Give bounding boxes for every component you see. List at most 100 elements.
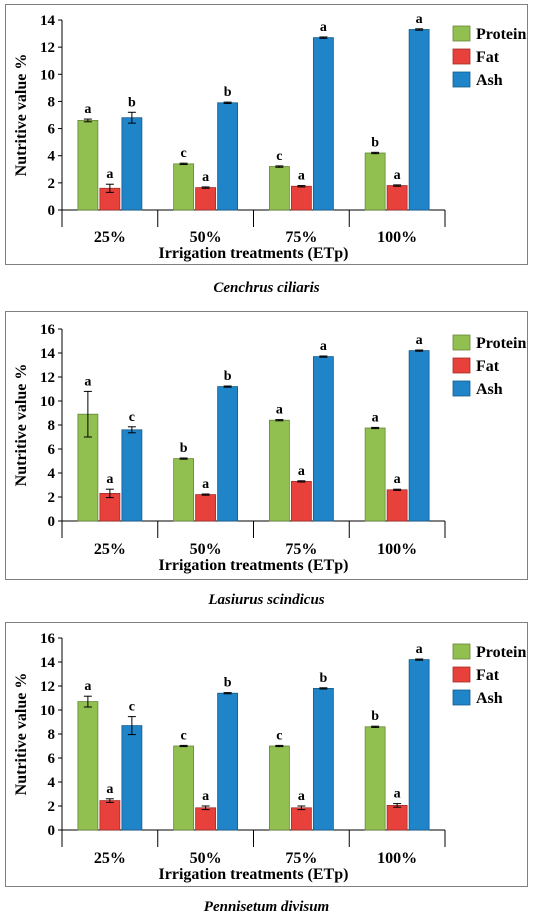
caption-2: Lasiurus scindicus (208, 592, 325, 608)
x-tick-label: 100% (377, 229, 417, 246)
chart-frame (5, 4, 528, 265)
legend-swatch-fat (452, 666, 471, 683)
bar-fat (290, 807, 312, 831)
y-tick-label: 14 (40, 346, 56, 362)
significance-letter: b (128, 95, 136, 110)
y-tick-label: 2 (48, 176, 56, 192)
significance-letter: b (224, 676, 232, 691)
y-axis-title: Nutritive value % (13, 54, 30, 177)
y-tick-label: 12 (40, 370, 55, 386)
y-tick-label: 6 (48, 122, 56, 138)
significance-letter: a (298, 169, 305, 184)
y-tick-label: 2 (48, 490, 56, 506)
y-tick-label: 0 (48, 823, 56, 839)
legend-swatch-ash (452, 689, 471, 706)
y-tick-label: 14 (40, 655, 56, 671)
significance-letter: a (416, 333, 423, 348)
bar-fat (195, 494, 217, 522)
y-tick-label: 8 (48, 418, 56, 434)
bar-ash (217, 102, 239, 211)
x-axis-title: Irrigation treatments (ETp) (159, 866, 349, 883)
chart-lasiurus-scindicus: 0 2 4 6 8 10 12 14 16 Nutritive value % a b a a a a a a c b… (5, 311, 528, 580)
significance-letter: a (84, 102, 91, 117)
legend-label: Ash (476, 690, 503, 707)
significance-letter: a (394, 787, 401, 802)
significance-letter: a (202, 789, 209, 804)
bar-fat (99, 800, 121, 831)
bar-ash (121, 117, 143, 211)
chart-frame (5, 622, 528, 887)
legend-swatch-protein (452, 334, 471, 351)
significance-letter: b (371, 135, 379, 150)
x-tick-label: 50% (190, 229, 222, 246)
significance-letter: a (416, 642, 423, 657)
y-axis-title: Nutritive value % (13, 364, 30, 487)
bar-fat (386, 804, 408, 831)
y-tick-label: 4 (48, 775, 56, 791)
legend-label: Fat (476, 49, 500, 66)
significance-letter: a (84, 374, 91, 389)
y-tick-label: 10 (40, 67, 55, 83)
y-axis-title: Nutritive value % (13, 673, 30, 796)
bar-protein (173, 745, 195, 831)
significance-letter: a (84, 679, 91, 694)
legend-swatch-protein (452, 25, 471, 42)
legend: Protein Fat Ash (452, 25, 526, 89)
y-tick-label: 6 (48, 442, 56, 458)
x-tick-label: 100% (377, 850, 417, 867)
bar-protein (77, 701, 99, 831)
significance-letter: a (276, 403, 283, 418)
significance-letter: c (181, 146, 187, 161)
significance-letter: a (394, 472, 401, 487)
legend-label: Fat (476, 667, 500, 684)
bar-ash (312, 688, 334, 831)
significance-letter: a (202, 170, 209, 185)
bar-ash (217, 692, 239, 831)
significance-letter: c (129, 410, 135, 425)
significance-letter: c (181, 728, 187, 743)
legend-label: Protein (476, 26, 526, 43)
significance-letter: c (276, 149, 282, 164)
chart-panel-3: 0 2 4 6 8 10 12 14 16 Nutritive value % a c c b a a a a c b… (5, 622, 528, 887)
y-tick-label: 16 (40, 631, 56, 647)
bar-fat (386, 185, 408, 211)
x-tick-label: 25% (94, 229, 126, 246)
x-tick-label: 25% (94, 541, 126, 558)
legend-swatch-fat (452, 357, 471, 374)
legend-swatch-ash (452, 71, 471, 88)
legend-label: Ash (476, 381, 503, 398)
bar-protein (268, 745, 290, 831)
significance-letter: a (202, 477, 209, 492)
significance-letter: c (276, 728, 282, 743)
significance-letter: a (298, 789, 305, 804)
bar-ash (312, 37, 334, 211)
bar-protein (268, 166, 290, 211)
legend-label: Fat (476, 358, 500, 375)
significance-letter: a (372, 410, 379, 425)
y-tick-label: 0 (48, 514, 56, 530)
significance-letter: b (319, 671, 327, 686)
bar-ash (217, 386, 239, 522)
significance-letter: a (106, 167, 113, 182)
x-axis-title: Irrigation treatments (ETp) (159, 245, 349, 262)
chart-pennisetum-divisum: 0 2 4 6 8 10 12 14 16 Nutritive value % a c c b a a a a c b… (5, 622, 528, 887)
y-tick-label: 2 (48, 799, 56, 815)
bar-ash (408, 659, 430, 831)
bar-ash (121, 429, 143, 522)
legend-label: Protein (476, 335, 526, 352)
bar-fat (195, 187, 217, 211)
significance-letter: b (224, 85, 232, 100)
significance-letter: a (320, 339, 327, 354)
significance-letter: a (416, 12, 423, 27)
chart-panel-1: 0 2 4 6 8 10 12 14 Nutritive value % a c c b a a a a b b a a… (5, 4, 528, 265)
significance-letter: a (320, 20, 327, 35)
significance-letter: a (298, 464, 305, 479)
y-tick-label: 14 (40, 13, 56, 29)
legend-label: Ash (476, 72, 503, 89)
x-axis-title: Irrigation treatments (ETp) (159, 557, 349, 574)
bar-protein (77, 120, 99, 211)
bar-protein (364, 726, 386, 831)
significance-letter: c (129, 700, 135, 715)
bar-fat (386, 489, 408, 522)
